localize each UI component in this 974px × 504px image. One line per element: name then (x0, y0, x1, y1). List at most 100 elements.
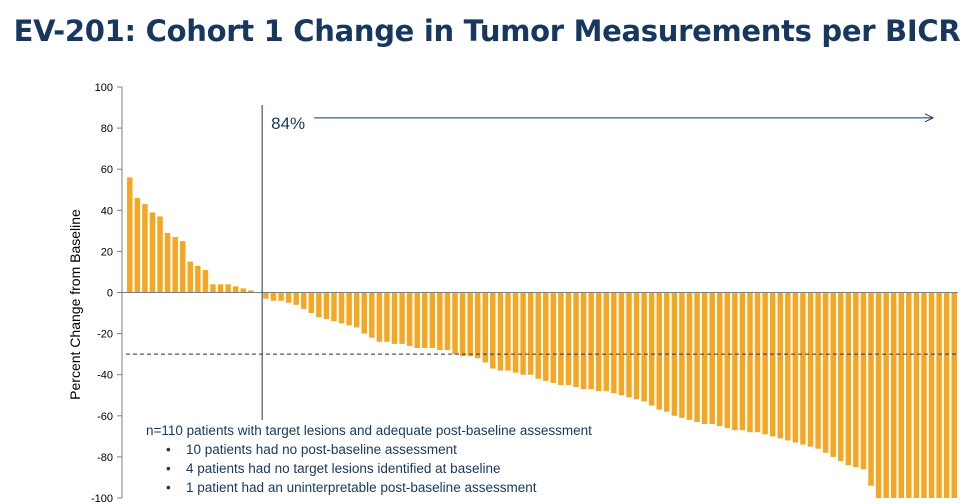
y-tick-label: 80 (101, 123, 113, 135)
waterfall-bar (429, 292, 436, 348)
waterfall-bar (875, 292, 882, 498)
waterfall-bar (633, 292, 640, 400)
waterfall-bar (921, 292, 927, 498)
waterfall-bar (709, 292, 715, 425)
waterfall-bar (626, 292, 632, 398)
y-tick-label: -20 (97, 329, 113, 341)
waterfall-bar (217, 284, 224, 293)
waterfall-bar (338, 292, 345, 324)
y-axis-ticks: 100 80 60 40 20 0 -20 -40 -60 -80 -100 (91, 82, 122, 504)
y-tick-label: -40 (97, 370, 113, 382)
waterfall-bar (422, 292, 428, 348)
waterfall-bar (164, 232, 171, 293)
waterfall-bar (580, 292, 587, 390)
waterfall-bar (270, 292, 277, 301)
y-tick-label: 100 (95, 82, 113, 94)
waterfall-bar (149, 212, 156, 293)
waterfall-bar (611, 292, 617, 394)
waterfall-bar (603, 292, 610, 392)
page-title: EV-201: Cohort 1 Change in Tumor Measure… (13, 14, 961, 48)
waterfall-bar (785, 292, 791, 441)
waterfall-bar (679, 292, 685, 418)
waterfall-bar (142, 204, 148, 293)
waterfall-bar (293, 292, 299, 305)
waterfall-bar (399, 292, 405, 344)
waterfall-bar (943, 292, 950, 498)
waterfall-bar (830, 292, 836, 457)
waterfall-bar (482, 292, 488, 363)
waterfall-bar (361, 292, 367, 334)
waterfall-bar (263, 292, 269, 299)
waterfall-bar (800, 292, 806, 445)
waterfall-bar (520, 292, 526, 375)
waterfall-bar (694, 292, 700, 422)
waterfall-bar (807, 292, 814, 447)
waterfall-bar (648, 292, 655, 406)
waterfall-bar (686, 292, 693, 420)
waterfall-bar (467, 292, 473, 357)
waterfall-bar (656, 292, 662, 410)
waterfall-bar (240, 288, 246, 293)
waterfall-bar (596, 292, 602, 392)
waterfall-bar (913, 292, 920, 498)
waterfall-bar (301, 292, 307, 309)
waterfall-bar (777, 292, 783, 439)
waterfall-bar (565, 292, 572, 385)
y-tick-label: -100 (91, 493, 113, 504)
waterfall-bar (444, 292, 451, 351)
waterfall-bar (822, 292, 829, 453)
waterfall-bar (701, 292, 708, 425)
waterfall-bar (414, 292, 420, 348)
waterfall-bar (792, 292, 799, 443)
arrow-head-icon (924, 113, 935, 123)
waterfall-bar (543, 292, 549, 381)
waterfall-bar (769, 292, 776, 437)
y-tick-label: 40 (101, 205, 113, 217)
waterfall-bar (890, 292, 897, 498)
waterfall-bar (490, 292, 496, 369)
footnotes: n=110 patients with target lesions and a… (146, 421, 592, 497)
waterfall-bar (739, 292, 746, 431)
waterfall-bar (906, 292, 912, 498)
waterfall-bar (278, 292, 284, 301)
waterfall-bar (641, 292, 647, 402)
waterfall-bar (497, 292, 504, 371)
waterfall-bar (928, 292, 935, 498)
waterfall-bar (505, 292, 511, 371)
waterfall-bar (180, 241, 186, 293)
waterfall-bar (868, 292, 874, 486)
waterfall-bar (588, 292, 594, 390)
footnote-item: 10 patients had no post-baseline assessm… (166, 440, 592, 459)
waterfall-bar (573, 292, 579, 388)
waterfall-bar (172, 237, 178, 293)
waterfall-bar (195, 265, 201, 293)
waterfall-bar (391, 292, 398, 344)
waterfall-bar (898, 292, 904, 498)
waterfall-bar (452, 292, 458, 355)
waterfall-bar (527, 292, 534, 375)
waterfall-bar (308, 292, 315, 314)
waterfall-bar (732, 292, 738, 431)
y-tick-label: -80 (97, 452, 113, 464)
waterfall-bar (936, 292, 942, 498)
waterfall-bar (747, 292, 753, 433)
waterfall-bar (664, 292, 670, 412)
waterfall-bar (618, 292, 625, 396)
waterfall-bar (353, 292, 360, 328)
waterfall-bar (202, 269, 209, 293)
waterfall-bar (883, 292, 889, 498)
waterfall-bar (248, 290, 254, 293)
waterfall-bar (384, 292, 390, 342)
waterfall-bar (210, 284, 216, 293)
waterfall-bar (951, 292, 957, 498)
y-tick-label: 0 (107, 288, 113, 300)
waterfall-bar (437, 292, 443, 351)
waterfall-bar (285, 292, 292, 303)
waterfall-bar (134, 197, 141, 293)
waterfall-bar (838, 292, 844, 462)
waterfall-bar (346, 292, 352, 326)
waterfall-bar (316, 292, 322, 318)
footnote-item: 1 patient had an uninterpretable post-ba… (166, 478, 592, 497)
waterfall-bar (376, 292, 383, 342)
